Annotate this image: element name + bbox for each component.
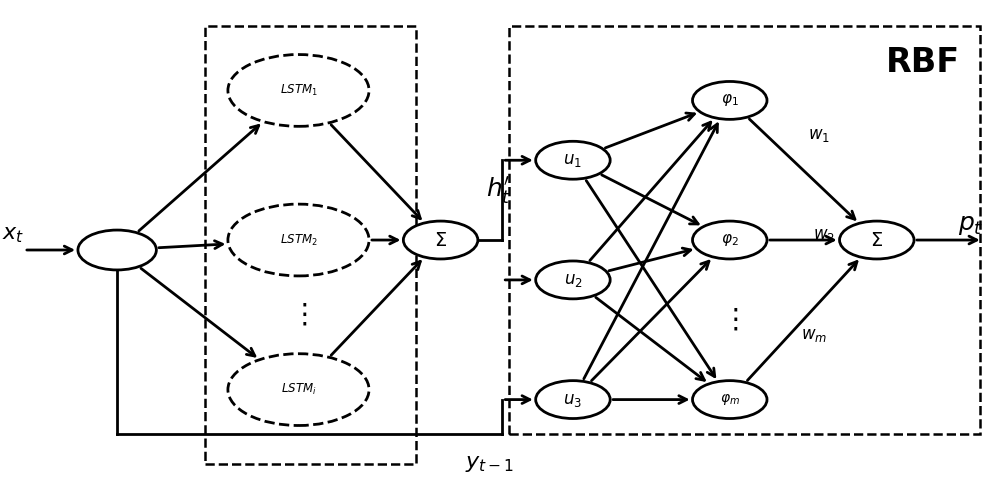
- Circle shape: [228, 204, 369, 276]
- Circle shape: [536, 380, 610, 418]
- Text: $u_1$: $u_1$: [563, 151, 582, 169]
- Text: $\varphi_m$: $\varphi_m$: [720, 392, 740, 407]
- Text: $LSTM_1$: $LSTM_1$: [280, 83, 317, 98]
- Text: $w_2$: $w_2$: [813, 226, 835, 244]
- Circle shape: [536, 261, 610, 299]
- Circle shape: [228, 354, 369, 426]
- Circle shape: [228, 54, 369, 127]
- Text: $\varphi_1$: $\varphi_1$: [721, 92, 739, 108]
- Circle shape: [403, 221, 478, 259]
- FancyBboxPatch shape: [509, 26, 980, 434]
- Circle shape: [693, 221, 767, 259]
- Text: $u_2$: $u_2$: [564, 271, 582, 289]
- Circle shape: [693, 82, 767, 120]
- Text: $h_t^{\prime}$: $h_t^{\prime}$: [486, 174, 511, 206]
- Text: $\Sigma$: $\Sigma$: [870, 230, 883, 250]
- Text: $u_3$: $u_3$: [563, 390, 582, 408]
- Circle shape: [536, 142, 610, 179]
- Text: $w_m$: $w_m$: [801, 326, 827, 344]
- Text: RBF: RBF: [886, 46, 960, 78]
- Circle shape: [693, 380, 767, 418]
- Text: $\vdots$: $\vdots$: [290, 301, 307, 329]
- Text: $p_t$: $p_t$: [958, 213, 983, 237]
- Circle shape: [78, 230, 156, 270]
- Circle shape: [840, 221, 914, 259]
- FancyBboxPatch shape: [205, 26, 416, 464]
- Text: $\vdots$: $\vdots$: [721, 306, 738, 334]
- Text: $w_1$: $w_1$: [808, 126, 830, 144]
- Text: $LSTM_2$: $LSTM_2$: [280, 232, 317, 248]
- Text: $y_{t-1}$: $y_{t-1}$: [465, 454, 514, 474]
- Text: $x_t$: $x_t$: [2, 225, 24, 245]
- Text: $\varphi_2$: $\varphi_2$: [721, 232, 739, 248]
- Text: $\Sigma$: $\Sigma$: [434, 230, 447, 250]
- Text: $LSTM_i$: $LSTM_i$: [281, 382, 316, 397]
